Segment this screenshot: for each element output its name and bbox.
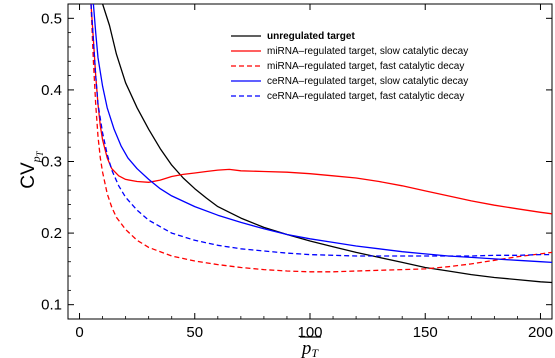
series-line-0	[101, 4, 552, 284]
legend-label: unregulated target	[267, 31, 355, 42]
series-line-1	[90, 4, 552, 215]
x-tick-label: 150	[413, 324, 438, 341]
legend-label: ceRNA–regulated target, slow catalytic d…	[267, 76, 468, 87]
x-tick-label: 50	[186, 324, 203, 341]
x-axis-label: pT	[300, 336, 321, 358]
y-tick-label: 0.4	[41, 82, 62, 99]
series-line-3	[92, 4, 552, 264]
series-line-4	[90, 4, 552, 257]
legend: unregulated target miRNA–regulated target…	[231, 31, 468, 102]
legend-label: miRNA–regulated target, slow catalytic d…	[267, 46, 468, 57]
y-tick-label: 0.1	[41, 297, 62, 314]
x-tick-label: 0	[75, 324, 83, 341]
y-axis-label: CVpT	[18, 150, 45, 188]
legend-label: ceRNA–regulated target, fast catalytic d…	[267, 91, 464, 102]
series-group	[90, 4, 552, 284]
series-line-2	[90, 4, 552, 273]
y-tick-label: 0.2	[41, 225, 62, 242]
x-tick-label: 200	[528, 324, 553, 341]
y-tick-label: 0.3	[41, 154, 62, 171]
y-tick-label: 0.5	[41, 10, 62, 27]
legend-label: miRNA–regulated target, fast catalytic d…	[267, 61, 464, 72]
svg-text:pT: pT	[300, 338, 320, 358]
